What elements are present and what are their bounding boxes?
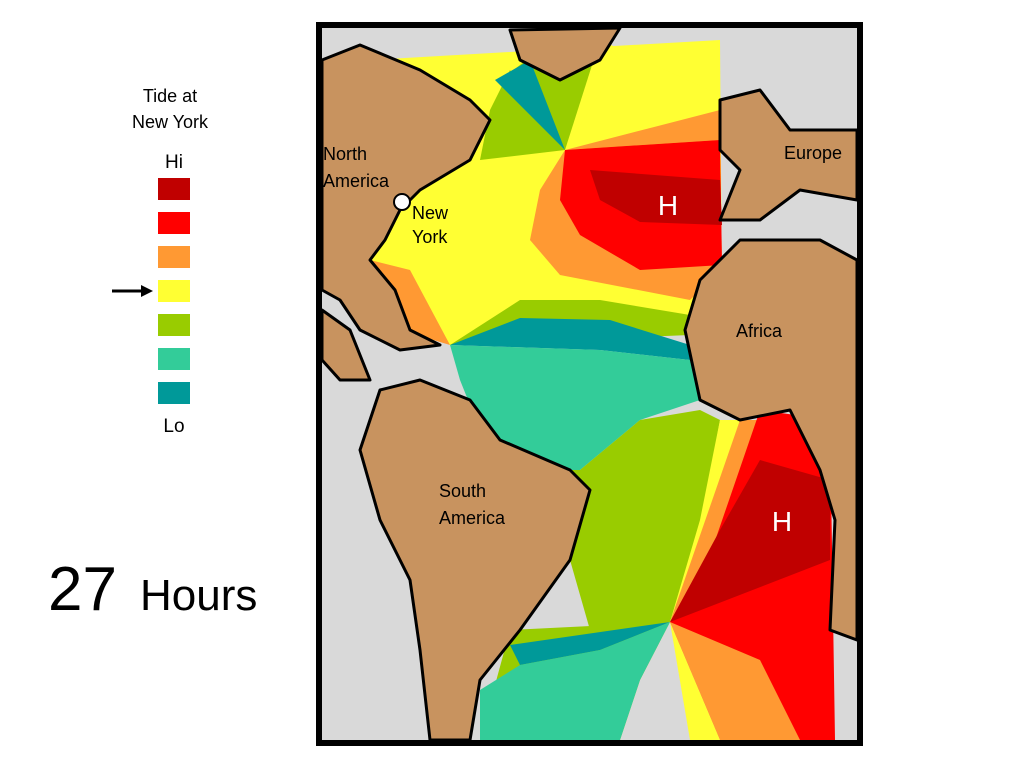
label: America [439,508,506,528]
new-york-marker [393,193,411,211]
label: Europe [784,143,842,163]
legend-hi: Hi [165,152,183,173]
legend-swatch [158,348,190,370]
label: South [439,481,486,501]
high-label: H [772,506,792,537]
map-frame [316,22,863,746]
legend-swatches [158,178,190,404]
legend-swatch [158,280,190,302]
high-label: H [658,190,678,221]
arrow [112,285,153,297]
label: Africa [736,321,783,341]
legend-title: Tide at [143,86,197,106]
legend-swatch [158,212,190,234]
legend-swatch [158,382,190,404]
time-number: 27 [48,555,117,624]
time-unit: Hours [140,571,257,620]
legend-title: New York [132,112,209,132]
label: York [412,227,448,247]
legend-swatch [158,246,190,268]
label: North [323,144,367,164]
label: America [323,171,390,191]
label: New [412,203,449,223]
map: North America New York Europe Africa Sou… [316,22,863,746]
legend-lo: Lo [163,416,184,437]
legend-swatch [158,314,190,336]
legend-swatch [158,178,190,200]
